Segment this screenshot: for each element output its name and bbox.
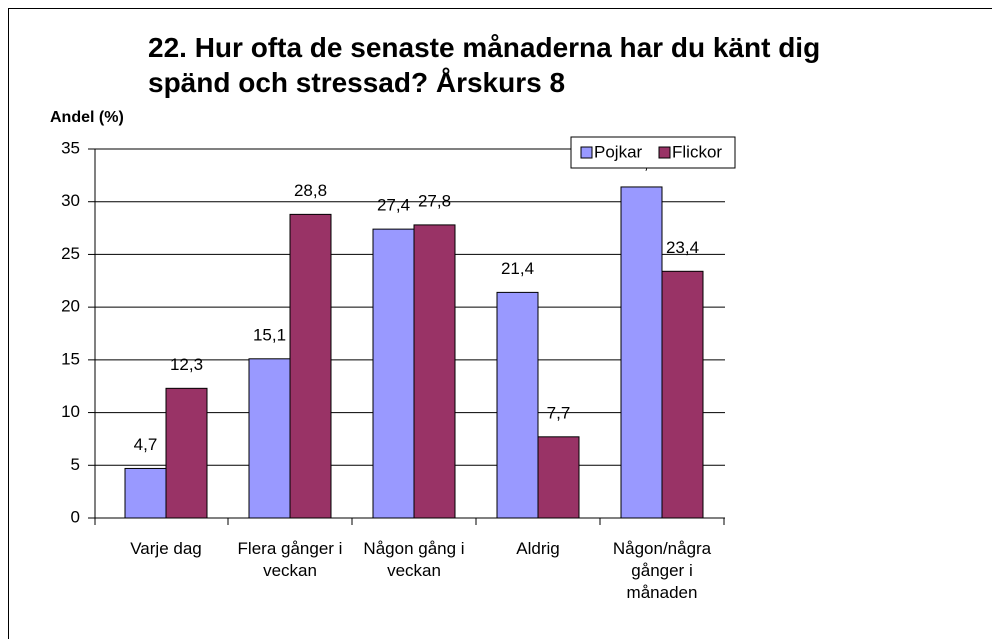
x-tick-label: Flera gånger i veckan [237,539,343,580]
y-tick-label: 0 [71,507,80,526]
chart-title: 22. Hur ofta de senaste månaderna har du… [148,32,821,98]
data-label: 27,4 [377,196,410,215]
bar [124,467,167,519]
y-axis-label: Andel (%) [50,109,124,126]
bar [248,358,291,519]
legend-swatch [658,146,671,159]
data-label: 27,8 [418,191,451,210]
legend-label: Flickor [672,142,722,161]
y-tick-label: 35 [61,138,80,157]
bar [496,291,539,519]
y-tick-label: 25 [61,244,80,263]
x-tick-label: Någon gång i veckan [363,539,465,580]
y-tick-label: 20 [61,297,80,316]
y-tick-label: 10 [61,402,80,421]
legend-box [570,136,736,169]
y-tick-label: 5 [71,455,80,474]
data-label: 21,4 [501,259,534,278]
frame [8,8,992,639]
bar [537,436,580,519]
data-label: 4,7 [134,435,158,454]
data-label: 15,1 [253,325,286,344]
y-tick-label: 30 [61,191,80,210]
bar [620,186,663,519]
bar [372,228,415,519]
bar [661,270,704,519]
data-label: 12,3 [170,355,203,374]
legend-swatch [580,146,593,159]
data-label: 7,7 [547,403,571,422]
bar [413,224,456,519]
x-tick-label: Varje dag [130,539,202,558]
legend-label: Pojkar [594,142,643,161]
bar [289,213,332,519]
data-label: 23,4 [666,238,699,257]
y-tick-label: 15 [61,349,80,368]
data-label: 28,8 [294,181,327,200]
x-tick-label: Någon/några gånger i månaden [612,539,712,602]
x-tick-label: Aldrig [516,539,560,558]
bar [165,387,208,519]
